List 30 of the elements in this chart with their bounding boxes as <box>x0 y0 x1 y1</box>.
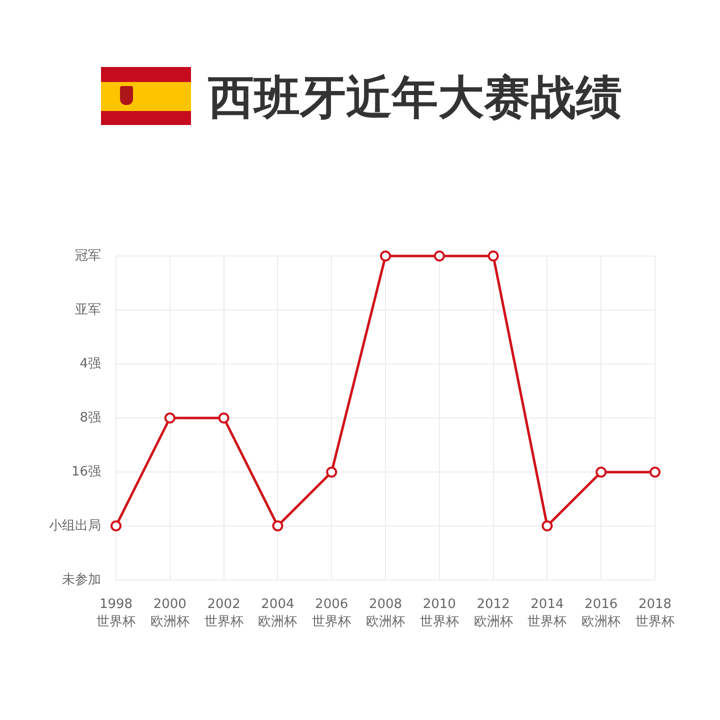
x-tick-label: 2012 欧洲杯 <box>474 597 513 630</box>
point <box>380 250 391 262</box>
x-tick-label: 2002 世界杯 <box>204 597 244 630</box>
category-label: 小组出局 <box>49 518 101 534</box>
point <box>110 520 122 532</box>
category-label: 16强 <box>71 464 101 480</box>
category-label: 4强 <box>80 356 101 372</box>
point <box>164 412 176 424</box>
x-tick-label: 2000 欧洲杯 <box>150 597 190 630</box>
x-tick-label: 2014 世界杯 <box>528 597 567 630</box>
chart-title: 西班牙近年大赛战绩 <box>208 69 622 126</box>
category-label: 8强 <box>80 410 101 426</box>
point <box>434 250 445 262</box>
point <box>650 466 660 478</box>
category-label: 亚军 <box>75 302 101 318</box>
x-tick-label: 2018 世界杯 <box>636 597 674 630</box>
category-label: 冠军 <box>75 248 101 264</box>
x-tick-label: 2008 欧洲杯 <box>366 597 405 630</box>
x-tick-label: 2006 世界杯 <box>312 597 352 630</box>
x-tick-label: 2010 世界杯 <box>420 597 459 630</box>
x-tick-label: 1998 世界杯 <box>96 597 136 630</box>
point <box>488 250 499 262</box>
point <box>542 520 553 532</box>
point <box>596 466 607 478</box>
x-tick-label: 2004 欧洲杯 <box>258 597 298 630</box>
point <box>272 520 284 532</box>
category-label: 未参加 <box>62 572 101 588</box>
point <box>218 412 230 424</box>
x-tick-label: 2016 欧洲杯 <box>582 597 621 630</box>
point <box>326 466 338 478</box>
